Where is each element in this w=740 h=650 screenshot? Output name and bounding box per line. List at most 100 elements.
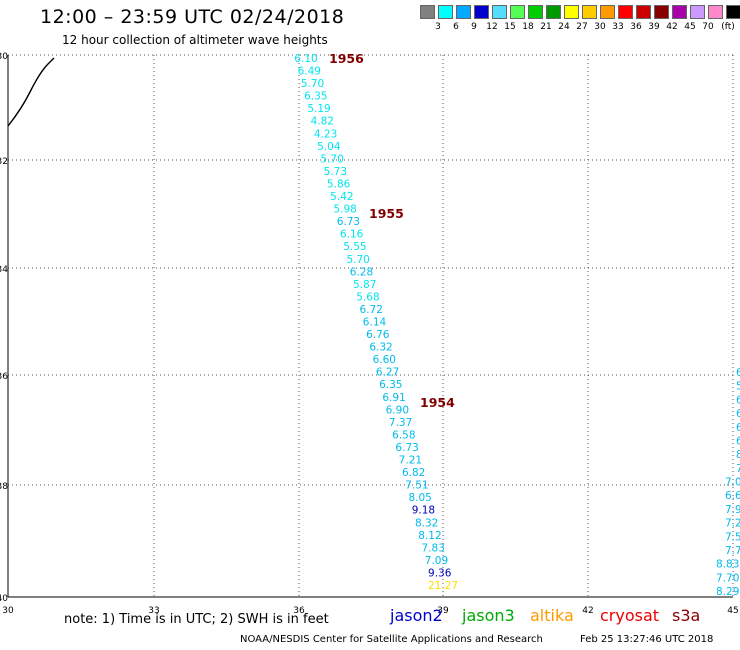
wave-height-label: 4.82 [311,116,334,128]
wave-height-label: 5.04 [317,141,341,153]
scale-swatch [582,5,597,19]
wave-height-label: 6.82 [402,467,425,479]
lat-label: -34 [0,265,8,275]
wave-height-label: 6.91 [382,392,405,404]
wave-height-label: 5.70 [320,153,343,165]
track-label: 1956 [329,51,364,66]
wave-height-label: 7.70 [716,572,739,584]
wave-height-label: 6.14 [363,317,387,329]
lon-label: 39 [437,606,449,616]
wave-height-label: 6.27 [376,367,399,379]
wave-height-label: 5.98 [333,204,356,216]
wave-height-label: 6.35 [304,91,327,103]
lon-label: 30 [2,606,14,616]
scale-label: 3 [435,22,441,32]
scale-label: 70 [702,22,714,32]
scale-label: 24 [558,22,570,32]
scale-label: 39 [648,22,660,32]
wave-height-label: 5.73 [324,166,347,178]
scale-label: 9 [471,22,477,32]
scale-swatch [546,5,561,19]
wave-height-label: 6.73 [337,216,360,228]
wave-height-label: 8.83 [716,559,739,571]
wave-height-label: 6.60 [373,354,396,366]
wave-height-label: 5.70 [346,254,369,266]
wave-height-label: 7.0 [725,477,740,489]
wave-height-label: 8. [736,449,740,461]
map-title: 12:00 – 23:59 UTC 02/24/2018 [40,6,345,28]
wave-height-label: 6.58 [392,429,415,441]
wave-height-label: 7.09 [425,555,448,567]
scale-swatch [654,5,669,19]
wave-height-label: 5 [736,381,740,393]
wave-height-label: 6.35 [379,379,402,391]
wave-height-label: 7.7 [725,545,740,557]
wave-height-label: 5.87 [353,279,376,291]
scale-label: 33 [612,22,624,32]
wave-height-label: 7.9 [725,504,740,516]
wave-height-label: 7.51 [405,480,428,492]
wave-height-label: 5.86 [327,178,351,190]
lon-label: 36 [293,606,305,616]
wave-height-label: 6.28 [350,266,373,278]
scale-swatch [726,5,740,19]
wave-height-label: 6.32 [369,342,392,354]
scale-label: 45 [684,22,696,32]
track-label: 1954 [420,395,455,410]
measurement-labels: 6.106.495.706.355.194.824.235.045.705.73… [294,53,740,598]
lat-label: -38 [0,482,8,492]
satellite-legend-altika: altika [530,606,574,625]
wave-height-label: 6.72 [360,304,383,316]
scale-swatch [492,5,507,19]
scale-swatch [600,5,615,19]
scale-label: 18 [522,22,534,32]
scale-label: 6 [453,22,459,32]
wave-height-label: 4.23 [314,128,337,140]
wave-height-label: 6.73 [395,442,418,454]
satellite-legend-s3a: s3a [672,606,701,625]
lat-label: -32 [0,157,8,167]
scale-label: 36 [630,22,642,32]
note-text: note: 1) Time is in UTC; 2) SWH is in fe… [64,612,329,627]
map-subtitle: 12 hour collection of altimeter wave hei… [62,33,328,47]
wave-height-label: 7.5 [725,531,740,543]
wave-height-label: 6 [736,408,740,420]
scale-label: 27 [576,22,588,32]
credit-text: NOAA/NESDIS Center for Satellite Applica… [240,634,543,645]
scale-swatch [636,5,651,19]
scale-swatch [456,5,471,19]
scale-swatch [510,5,525,19]
wave-height-label: 6.16 [340,229,364,241]
wave-height-label: 6.10 [294,53,317,65]
wave-height-label: 8.12 [418,530,441,542]
satellite-legend-jason2: jason2 [390,606,443,625]
scale-label: 30 [594,22,606,32]
wave-height-label: 5.68 [356,291,379,303]
wave-height-label: 8.32 [415,517,438,529]
wave-height-label: 8.29 [716,586,739,598]
scale-swatch [438,5,453,19]
wave-height-label: 5.70 [301,78,324,90]
scale-swatch [420,5,435,19]
scale-label: 42 [666,22,678,32]
scale-swatch [528,5,543,19]
scale-swatch [672,5,687,19]
wave-height-label: 7.21 [399,455,422,467]
coastline [7,57,55,127]
wave-height-label: 8.05 [408,492,431,504]
wave-height-label: 5.42 [330,191,353,203]
wave-height-label: 9.36 [428,567,452,579]
timestamp-text: Feb 25 13:27:46 UTC 2018 [580,634,714,645]
map-axes: -30 -32 -34 -36 -38 -40 30 33 36 39 42 45 [0,52,739,616]
wave-height-label: 6.76 [366,329,390,341]
wave-height-label: 7.2 [725,518,740,530]
wave-height-label: 9.18 [412,505,435,517]
wave-height-label: 6 [736,435,740,447]
wave-height-label: 6 [736,422,740,434]
satellite-legend-jason3: jason3 [462,606,515,625]
lon-label: 42 [582,606,593,616]
scale-label: 12 [486,22,498,32]
lat-label: -40 [0,594,8,604]
lat-label: -36 [0,372,8,382]
